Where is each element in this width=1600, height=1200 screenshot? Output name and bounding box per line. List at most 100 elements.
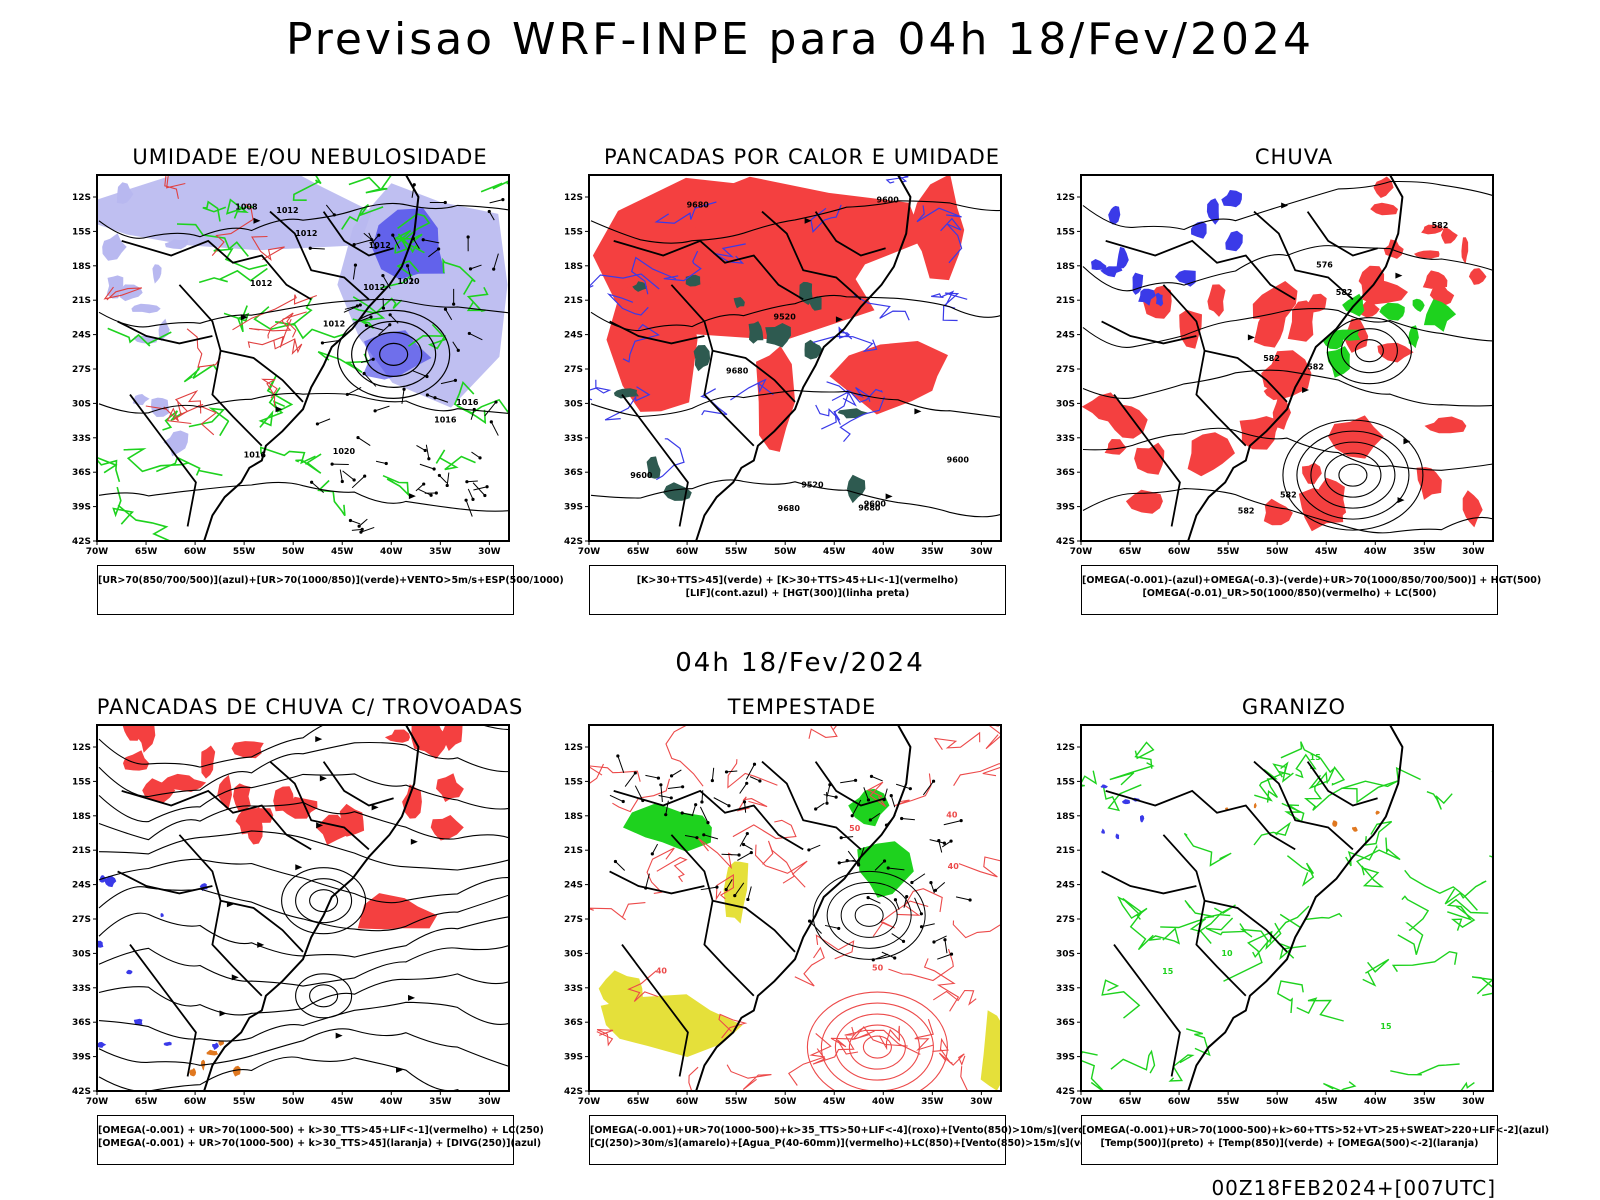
humidity-area-blue bbox=[119, 284, 143, 302]
lon-tick-label: 30W bbox=[970, 547, 993, 557]
country-border bbox=[121, 789, 312, 851]
country-border bbox=[1162, 284, 1288, 403]
country-border bbox=[1113, 944, 1181, 1077]
wind-vector-head bbox=[384, 461, 388, 466]
wind-vector-head bbox=[710, 778, 714, 783]
rain-area-red bbox=[1422, 270, 1448, 289]
lifted-index-contour bbox=[839, 396, 885, 442]
lon-tick-label: 50W bbox=[774, 547, 797, 557]
panel-title: PANCADAS DE CHUVA C/ TROVOADAS bbox=[96, 695, 524, 719]
rain-area-red bbox=[1134, 442, 1165, 475]
lon-tick-label: 35W bbox=[429, 1097, 452, 1107]
temperature-850-contour bbox=[1444, 880, 1487, 905]
wind-vector-head bbox=[443, 200, 447, 205]
streamline-arrow bbox=[1395, 272, 1403, 279]
lat-tick-label: 12S bbox=[564, 193, 583, 203]
humidity-contour-green bbox=[253, 296, 313, 331]
map-content: 1012 1012 1012 1016 1020 1012 1012 1008 1012 1016… bbox=[97, 175, 509, 541]
wind-vector-head bbox=[724, 770, 729, 774]
wind-vector-head bbox=[466, 235, 470, 239]
thunder-area-red bbox=[233, 783, 251, 813]
lat-tick-label: 15S bbox=[72, 777, 91, 787]
country-border bbox=[621, 394, 689, 527]
wind-vector-head bbox=[485, 485, 489, 489]
lon-tick-label: 60W bbox=[676, 1097, 699, 1107]
lon-tick-label: 40W bbox=[380, 1097, 403, 1107]
height-contour bbox=[1082, 308, 1493, 348]
streamline bbox=[98, 858, 509, 904]
streamline bbox=[98, 944, 509, 987]
lon-tick-label: 30W bbox=[478, 547, 501, 557]
country-border bbox=[703, 350, 755, 447]
humidity-contour-green bbox=[97, 456, 121, 483]
coastline bbox=[97, 174, 420, 542]
wind-vector bbox=[358, 518, 368, 527]
legend-line: [K>30+TTS>45](verde) + [K>30+TTS>45+LI<-… bbox=[636, 575, 959, 586]
streamline-arrow bbox=[914, 408, 922, 415]
thunder-area-red bbox=[430, 815, 464, 841]
wind-vector bbox=[317, 418, 331, 425]
lat-tick-label: 39S bbox=[564, 503, 583, 513]
isobar-line bbox=[98, 202, 509, 239]
contour-label: 40 bbox=[946, 811, 958, 820]
wind-vector bbox=[363, 373, 377, 387]
convective-area-red bbox=[756, 346, 796, 452]
lifted-index-contour bbox=[631, 256, 677, 295]
lon-tick-label: 70W bbox=[578, 547, 601, 557]
humidity-contour-green bbox=[351, 297, 403, 314]
divergence-area-blue bbox=[97, 1042, 107, 1048]
wind-vector bbox=[815, 802, 825, 810]
lon-tick-label: 55W bbox=[725, 547, 748, 557]
lat-tick-label: 36S bbox=[1056, 468, 1075, 478]
precip-water-contour bbox=[589, 763, 604, 785]
wind-vector bbox=[749, 776, 761, 782]
precip-water-contour bbox=[697, 837, 733, 870]
run-timestamp: 00Z18FEB2024+[007UTC] bbox=[1211, 1176, 1496, 1200]
wind-area-green bbox=[848, 788, 890, 827]
instability-area-green bbox=[837, 408, 869, 419]
wind-vector-head bbox=[308, 246, 312, 250]
streamline-arrow bbox=[804, 217, 812, 224]
streamline-arrow bbox=[335, 1032, 343, 1039]
panel-tempestade: TEMPESTADE 40 40 50 40 50 12S 15S 18S 21S 24S 27S 3… bbox=[552, 695, 1107, 1175]
wind-vector-head bbox=[749, 850, 753, 855]
contour-label: 15 bbox=[1380, 1022, 1392, 1031]
wind-vector bbox=[891, 933, 904, 942]
rain-area-red bbox=[1461, 237, 1469, 264]
wind-vector bbox=[901, 817, 915, 821]
instability-area-green bbox=[693, 345, 711, 372]
precip-water-contour bbox=[665, 725, 704, 787]
wind-vector-head bbox=[669, 796, 673, 800]
lat-tick-label: 24S bbox=[564, 881, 583, 891]
wind-vector bbox=[743, 844, 753, 850]
precip-water-contour bbox=[715, 874, 734, 901]
wind-vector bbox=[469, 332, 483, 341]
wind-vector-head bbox=[492, 267, 496, 271]
streamline-arrow bbox=[240, 314, 248, 321]
wind-vector bbox=[347, 387, 362, 395]
coastline bbox=[589, 724, 912, 1092]
rain-area-red bbox=[1441, 226, 1458, 244]
wind-vector-head bbox=[464, 498, 468, 502]
lat-tick-label: 42S bbox=[1056, 537, 1075, 547]
lat-tick-label: 33S bbox=[1056, 984, 1075, 994]
country-border bbox=[1101, 870, 1197, 895]
wind-vector-head bbox=[362, 371, 366, 376]
wind-area-green bbox=[623, 803, 712, 852]
wind-vector-head bbox=[869, 774, 874, 778]
wind-vector bbox=[353, 239, 371, 246]
wind-vector bbox=[418, 488, 432, 496]
humidity-area-blue bbox=[164, 239, 189, 250]
wind-vector bbox=[407, 265, 413, 283]
precip-water-contour bbox=[862, 1035, 892, 1059]
streamline-arrow bbox=[410, 838, 418, 845]
lat-tick-label: 18S bbox=[564, 262, 583, 272]
thunder-area-red bbox=[273, 786, 294, 812]
wind-vector bbox=[938, 840, 943, 853]
lon-tick-label: 65W bbox=[1119, 547, 1142, 557]
temperature-850-contour bbox=[1081, 770, 1098, 787]
lat-tick-label: 12S bbox=[1056, 743, 1075, 753]
legend-box: [UR>70(850/700/500)](azul)+[UR>70(1000/8… bbox=[97, 565, 564, 615]
lon-tick-label: 65W bbox=[135, 1097, 158, 1107]
